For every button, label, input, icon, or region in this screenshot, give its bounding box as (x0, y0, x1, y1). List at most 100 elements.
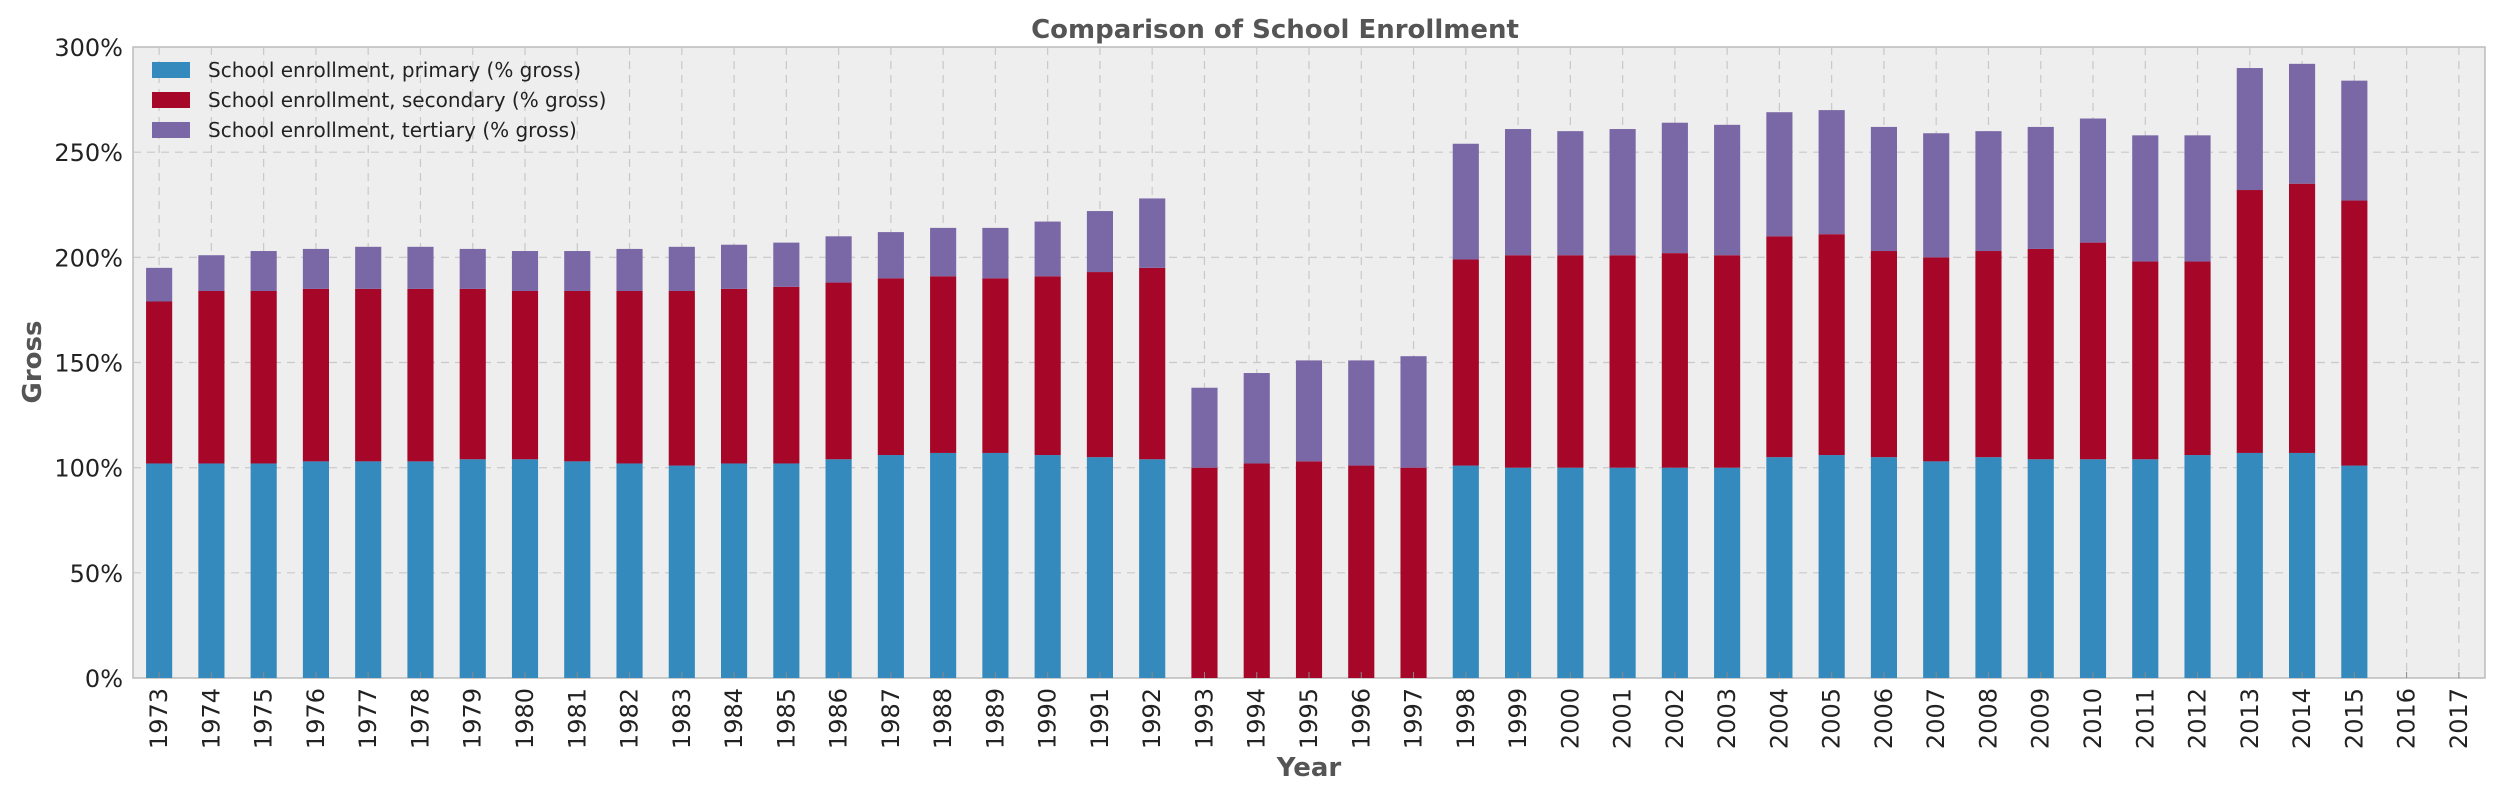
bar-segment-secondary-1991 (1086, 272, 1113, 458)
bar-segment-primary-1974 (198, 463, 225, 678)
bar-segment-secondary-1979 (459, 288, 486, 460)
bar-segment-tertiary-1984 (721, 244, 748, 289)
x-tick-label: 2009 (2027, 688, 2055, 749)
x-tick-label: 2017 (2445, 688, 2473, 749)
x-tick-label: 1999 (1504, 688, 1532, 749)
bar-segment-tertiary-2004 (1766, 112, 1793, 237)
x-tick-label: 1993 (1190, 688, 1218, 749)
bar-segment-primary-2010 (2079, 459, 2107, 678)
bar-segment-tertiary-1991 (1086, 211, 1113, 273)
bar-segment-primary-1984 (721, 463, 748, 678)
bar-segment-tertiary-2014 (2289, 63, 2316, 184)
bar-segment-tertiary-1985 (773, 242, 800, 287)
x-tick-label: 1973 (145, 688, 173, 749)
bar-segment-tertiary-2012 (2184, 135, 2211, 262)
bar-segment-tertiary-2001 (1609, 129, 1636, 256)
bar-segment-secondary-1995 (1295, 461, 1323, 678)
bar-segment-tertiary-1987 (877, 232, 904, 279)
bar-segment-secondary-1999 (1505, 255, 1532, 468)
bar-segment-tertiary-1982 (616, 248, 643, 291)
bar-segment-secondary-2006 (1870, 251, 1897, 458)
y-tick-label: 250% (54, 139, 123, 167)
x-tick-label: 1986 (825, 688, 853, 749)
bar-segment-secondary-1984 (721, 288, 748, 464)
bar-segment-secondary-2002 (1661, 253, 1688, 468)
legend-swatch (152, 62, 190, 78)
x-tick-label: 1975 (250, 688, 278, 749)
x-tick-label: 1977 (354, 688, 382, 749)
bar-segment-primary-1977 (355, 461, 382, 678)
bar-segment-tertiary-2007 (1923, 133, 1950, 258)
bar-segment-secondary-1994 (1243, 463, 1270, 678)
bar-segment-secondary-1981 (564, 290, 591, 462)
x-tick-label: 1991 (1086, 688, 1114, 749)
bar-segment-tertiary-2002 (1661, 122, 1688, 254)
bar-segment-primary-1987 (877, 455, 904, 678)
bar-segment-tertiary-1998 (1452, 143, 1479, 260)
bar-segment-secondary-1985 (773, 286, 800, 464)
bar-segment-secondary-1986 (825, 282, 852, 460)
legend-label: School enrollment, primary (% gross) (208, 58, 581, 82)
legend: School enrollment, primary (% gross) Scho… (152, 58, 606, 142)
legend-swatch (152, 92, 190, 108)
x-tick-label: 1988 (929, 688, 957, 749)
x-tick-label: 1994 (1243, 688, 1271, 749)
bar-segment-primary-1985 (773, 463, 800, 678)
x-tick-label: 2011 (2131, 688, 2159, 749)
bar-segment-primary-2015 (2341, 465, 2368, 678)
bar-segment-primary-1980 (511, 459, 539, 678)
bar-segment-primary-2013 (2236, 452, 2263, 678)
legend-swatch (152, 122, 190, 138)
x-tick-label: 1996 (1347, 688, 1375, 749)
bar-segment-tertiary-1973 (146, 267, 173, 302)
bar-segment-secondary-1982 (616, 290, 643, 464)
bar-segment-primary-2014 (2289, 452, 2316, 678)
x-tick-label: 1985 (772, 688, 800, 749)
bar-segment-primary-1986 (825, 459, 852, 678)
legend-label: School enrollment, secondary (% gross) (208, 88, 606, 112)
bar-segment-tertiary-1997 (1400, 356, 1427, 468)
bar-segment-primary-1973 (146, 463, 173, 678)
bar-segment-secondary-2013 (2236, 190, 2263, 453)
x-tick-label: 1992 (1138, 688, 1166, 749)
bar-segment-secondary-2007 (1923, 257, 1950, 462)
x-tick-label: 2016 (2393, 688, 2421, 749)
bar-segment-secondary-1978 (407, 288, 434, 462)
x-tick-label: 2008 (1974, 688, 2002, 749)
y-tick-label: 0% (85, 665, 123, 693)
bar-segment-tertiary-1995 (1295, 360, 1323, 462)
bar-segment-tertiary-1980 (511, 251, 539, 291)
x-tick-label: 2007 (1922, 688, 1950, 749)
bar-segment-secondary-1997 (1400, 467, 1427, 678)
y-tick-label: 300% (54, 34, 123, 62)
bar-segment-secondary-1983 (668, 290, 695, 466)
x-tick-label: 1998 (1452, 688, 1480, 749)
y-tick-label: 100% (54, 455, 123, 483)
bar-segment-secondary-1976 (302, 288, 329, 462)
x-tick-label: 2015 (2340, 688, 2368, 749)
x-tick-label: 2004 (1765, 688, 1793, 749)
bar-segment-secondary-2008 (1975, 251, 2002, 458)
bar-segment-primary-1988 (930, 452, 957, 678)
bar-segment-primary-1990 (1034, 455, 1061, 678)
bar-segment-secondary-1989 (982, 278, 1009, 453)
bar-segment-secondary-2015 (2341, 200, 2368, 466)
bar-segment-secondary-2010 (2079, 242, 2107, 460)
bar-segment-secondary-1988 (930, 276, 957, 453)
bar-segment-secondary-1973 (146, 301, 173, 464)
bar-segment-secondary-2001 (1609, 255, 1636, 468)
bar-segment-tertiary-2011 (2132, 135, 2159, 262)
x-tick-label: 1981 (563, 688, 591, 749)
bar-segment-tertiary-1979 (459, 248, 486, 289)
y-axis-label: Gross (18, 321, 48, 404)
bar-segment-tertiary-2008 (1975, 131, 2002, 252)
bar-segment-tertiary-2000 (1557, 131, 1584, 256)
bar-segment-secondary-1996 (1348, 465, 1375, 678)
bar-segment-secondary-1990 (1034, 276, 1061, 456)
x-tick-label: 1980 (511, 688, 539, 749)
bar-segment-secondary-2012 (2184, 261, 2211, 456)
bar-segment-tertiary-1986 (825, 236, 852, 283)
bar-segment-tertiary-2009 (2027, 126, 2054, 249)
bar-segment-tertiary-1992 (1139, 198, 1166, 268)
x-tick-label: 2010 (2079, 688, 2107, 749)
